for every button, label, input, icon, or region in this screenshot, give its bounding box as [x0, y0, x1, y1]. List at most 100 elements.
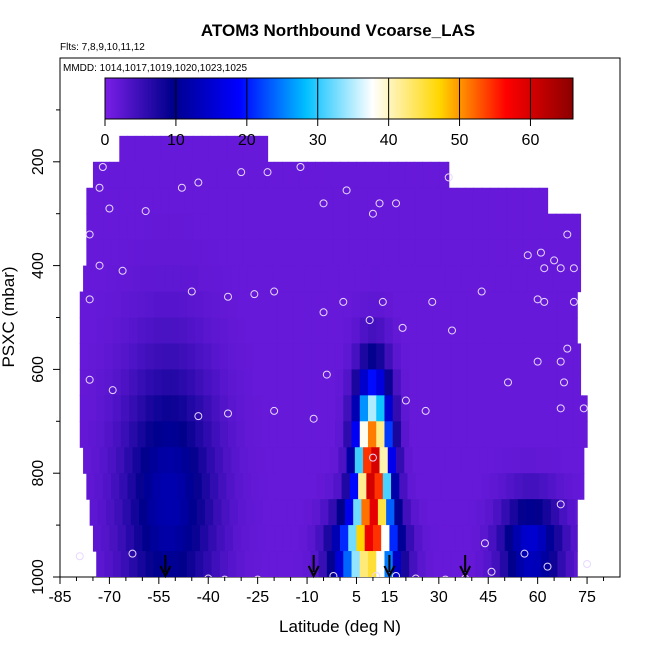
heatmap-cell — [400, 551, 410, 577]
heatmap-cell — [340, 161, 349, 189]
heatmap-cell — [148, 447, 158, 474]
heatmap-cell — [475, 343, 484, 370]
heatmap-cell — [293, 317, 303, 345]
heatmap-cell — [422, 525, 432, 552]
heatmap-cell — [532, 395, 542, 422]
sample-point — [378, 297, 387, 306]
heatmap-cell — [97, 499, 107, 526]
heatmap-cell — [399, 187, 409, 215]
heatmap-cell — [372, 525, 382, 552]
heatmap-cell — [540, 369, 550, 396]
heatmap-cell — [155, 499, 165, 526]
heatmap-cell — [228, 343, 237, 370]
heatmap-cell — [86, 473, 96, 500]
heatmap-cell — [244, 421, 254, 448]
heatmap-cell — [175, 525, 185, 552]
heatmap-cell — [453, 447, 463, 474]
heatmap-cell — [341, 187, 351, 215]
heatmap-cell — [79, 343, 89, 370]
heatmap-cell — [335, 551, 344, 577]
heatmap-cell — [88, 291, 97, 319]
heatmap-cell — [442, 421, 451, 448]
heatmap-cell — [399, 239, 409, 267]
heatmap-cell — [573, 369, 582, 396]
sample-point — [141, 207, 150, 216]
heatmap-cell — [178, 369, 188, 396]
heatmap-cell — [480, 525, 489, 552]
heatmap-cell — [316, 187, 326, 215]
heatmap-cell — [170, 421, 180, 448]
sample-point — [563, 230, 572, 239]
heatmap-cell — [293, 395, 303, 422]
heatmap-cell — [387, 447, 397, 474]
heatmap-cell — [321, 447, 331, 474]
heatmap-cell — [544, 447, 554, 474]
heatmap-cell — [372, 161, 382, 189]
x-tick-label: -85 — [48, 589, 71, 606]
heatmap-cell — [254, 499, 264, 526]
heatmap-cell — [211, 343, 221, 370]
heatmap-cell — [410, 499, 420, 526]
heatmap-cell — [325, 239, 335, 267]
heatmap-cell — [475, 551, 484, 577]
heatmap-cell — [516, 395, 526, 422]
heatmap-cell — [368, 551, 377, 577]
heatmap-cell — [432, 239, 442, 267]
x-tick-label: 5 — [352, 589, 361, 606]
heatmap-cell — [185, 213, 195, 241]
heatmap-cell — [508, 421, 517, 448]
heatmap-cell — [318, 317, 328, 345]
heatmap-cell — [550, 499, 560, 526]
heatmap-cell — [242, 135, 252, 163]
heatmap-cell — [387, 265, 397, 293]
heatmap-cell — [419, 499, 428, 526]
heatmap-cell — [236, 421, 246, 448]
heatmap-cell — [448, 213, 458, 241]
sample-point — [177, 183, 186, 192]
heatmap-cell — [79, 421, 89, 448]
heatmap-cell — [473, 473, 483, 500]
heatmap-cell — [132, 265, 142, 293]
heatmap-cell — [486, 447, 496, 474]
heatmap-cell — [122, 499, 132, 526]
heatmap-cell — [269, 421, 279, 448]
heatmap-cell — [448, 187, 458, 215]
heatmap-cell — [186, 551, 196, 577]
sample-point — [556, 357, 565, 366]
heatmap-cell — [251, 239, 260, 267]
heatmap-cell — [564, 239, 573, 267]
heatmap-cell — [318, 421, 328, 448]
heatmap-cell — [282, 525, 292, 552]
heatmap-cell — [186, 291, 196, 319]
heatmap-cell — [318, 369, 328, 396]
heatmap-cell — [260, 291, 270, 319]
heatmap-cell — [516, 551, 526, 577]
heatmap-cell — [153, 395, 163, 422]
heatmap-cell — [494, 447, 504, 474]
heatmap-cell — [424, 187, 433, 215]
heatmap-cell — [249, 161, 259, 189]
heatmap-cell — [137, 421, 147, 448]
heatmap-cell — [247, 447, 257, 474]
heatmap-cell — [170, 317, 180, 345]
heatmap-cell — [260, 317, 270, 345]
heatmap-cell — [269, 291, 279, 319]
heatmap-cell — [252, 369, 262, 396]
heatmap-cell — [252, 291, 262, 319]
heatmap-cell — [432, 473, 442, 500]
heatmap-cell — [111, 239, 120, 267]
heatmap-cell — [481, 213, 491, 241]
sample-point — [421, 406, 430, 415]
sample-point — [204, 574, 212, 577]
heatmap-cell — [112, 291, 122, 319]
heatmap-cell — [120, 291, 130, 319]
heatmap-cell — [417, 291, 427, 319]
heatmap-cell — [363, 447, 372, 474]
heatmap-cell — [308, 239, 318, 267]
heatmap-cell — [539, 187, 549, 215]
heatmap-cell — [191, 525, 201, 552]
heatmap-cell — [124, 447, 134, 474]
heatmap-cell — [392, 291, 402, 319]
heatmap-cell — [144, 187, 153, 215]
